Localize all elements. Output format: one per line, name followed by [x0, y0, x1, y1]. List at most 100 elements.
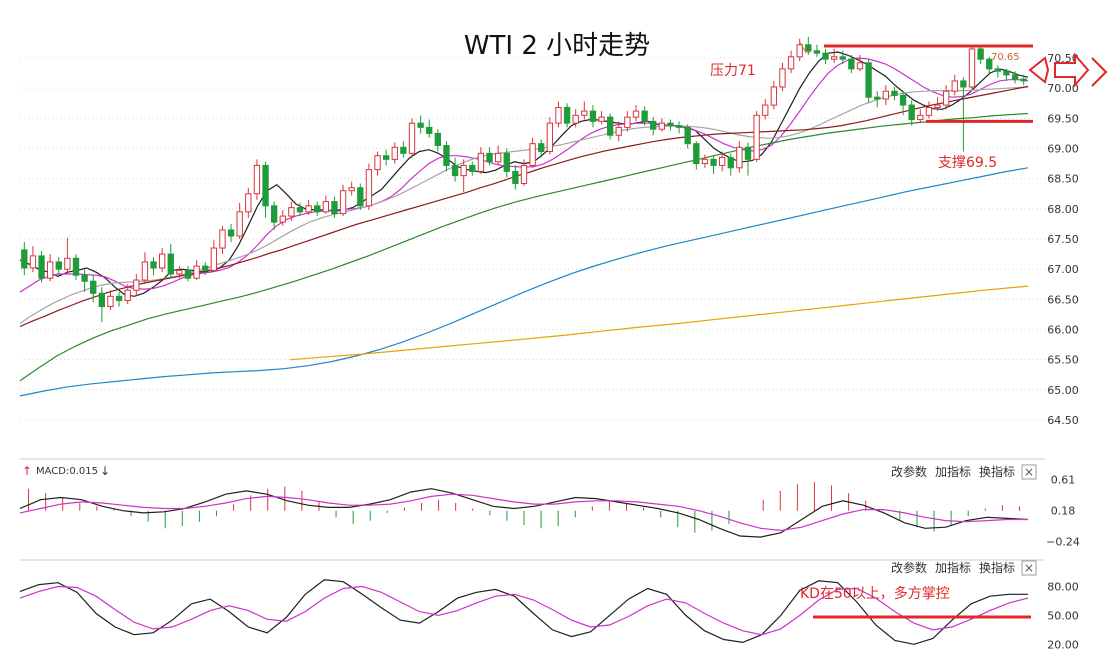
- y-tick-label: 68.50: [1047, 173, 1079, 186]
- candlestick: [753, 111, 760, 162]
- candlesticks: [21, 36, 1027, 323]
- switch-indicator-button[interactable]: 换指标: [979, 464, 1015, 479]
- candlestick: [572, 109, 579, 128]
- y-tick-label: 70.00: [1047, 82, 1079, 95]
- close-indicator-button[interactable]: ×: [1021, 464, 1037, 480]
- switch-indicator-button[interactable]: 换指标: [979, 560, 1015, 575]
- y-tick-label: 66.50: [1047, 293, 1079, 306]
- candlestick: [839, 50, 846, 65]
- candlestick: [951, 74, 958, 96]
- candlestick: [1020, 74, 1027, 86]
- candlestick: [115, 292, 123, 307]
- candlestick: [555, 101, 562, 128]
- candlestick: [960, 77, 967, 152]
- candlestick: [529, 137, 536, 168]
- candlestick: [348, 181, 355, 196]
- candlestick: [486, 147, 493, 166]
- candlestick: [64, 237, 71, 274]
- candlestick: [72, 254, 80, 281]
- candlestick: [408, 118, 416, 158]
- candlestick: [581, 101, 588, 120]
- y-tick-label: 67.50: [1047, 233, 1079, 246]
- candlestick: [1011, 71, 1019, 84]
- candlestick: [727, 153, 734, 176]
- y-tick-label: 67.00: [1047, 263, 1079, 276]
- kd-line: [19, 585, 1029, 636]
- add-indicator-button[interactable]: 加指标: [935, 464, 971, 479]
- y-tick-label: 65.50: [1047, 354, 1079, 367]
- candlestick: [908, 100, 915, 126]
- candlestick: [391, 142, 398, 164]
- candlestick: [374, 151, 381, 176]
- candlestick: [718, 151, 726, 172]
- candlestick: [942, 85, 950, 110]
- candlestick: [124, 284, 131, 305]
- candlestick: [503, 148, 510, 178]
- candlestick: [460, 159, 467, 192]
- y-tick-label: 64.50: [1047, 414, 1079, 427]
- candlestick: [606, 113, 614, 140]
- y-tick-label: 0.18: [1051, 505, 1076, 518]
- candlestick: [29, 246, 37, 273]
- candlestick: [141, 252, 149, 285]
- candlestick: [210, 240, 218, 273]
- candlestick: [986, 56, 993, 74]
- candlestick: [598, 111, 605, 125]
- candlestick: [184, 266, 192, 282]
- candlestick: [107, 290, 114, 311]
- candlestick: [38, 251, 45, 283]
- candlestick: [615, 121, 622, 142]
- candlestick: [262, 161, 269, 218]
- candlestick: [546, 117, 554, 155]
- candlestick: [400, 141, 407, 158]
- resistance-label: 压力71: [710, 63, 756, 79]
- candlestick: [21, 242, 28, 276]
- moving-average-line: [19, 85, 1029, 328]
- candlestick: [339, 184, 347, 217]
- adjust-params-button[interactable]: 改参数: [891, 560, 927, 575]
- candlestick: [994, 65, 1002, 78]
- main-gridlines: [20, 57, 1045, 421]
- moving-average-line: [19, 112, 1029, 382]
- candlestick: [98, 287, 106, 323]
- y-tick-label: 69.50: [1047, 112, 1079, 125]
- candlestick: [925, 101, 933, 119]
- candlestick: [563, 103, 571, 128]
- candlestick: [443, 141, 450, 172]
- candlestick: [469, 161, 476, 176]
- candlestick: [856, 54, 864, 72]
- candlestick: [917, 109, 924, 124]
- candlestick: [512, 165, 519, 190]
- y-tick-label: 66.00: [1047, 324, 1079, 337]
- candlestick: [417, 115, 424, 134]
- candlestick: [167, 243, 174, 279]
- candlestick: [693, 141, 700, 170]
- adjust-params-button[interactable]: 改参数: [891, 464, 927, 479]
- candlestick: [701, 154, 709, 168]
- candlestick: [624, 111, 631, 132]
- arrow-right-outline-icon[interactable]: [1028, 52, 1108, 88]
- main-price-panel: 70.50 70.00 69.50 69.00 68.50 68.00 67.50 67.00…: [19, 31, 1108, 427]
- moving-average-line: [19, 86, 1029, 324]
- close-indicator-button[interactable]: ×: [1021, 560, 1037, 576]
- close-icon: ×: [1024, 465, 1034, 479]
- candlestick: [227, 223, 235, 243]
- candlestick: [899, 91, 907, 116]
- support-label: 支撑69.5: [938, 155, 997, 171]
- candlestick: [813, 44, 821, 57]
- macd-down-arrow-icon: ↓: [100, 464, 110, 478]
- macd-value-label: MACD:0.015: [36, 466, 98, 477]
- candlestick: [658, 118, 666, 132]
- candlestick: [710, 155, 717, 174]
- add-indicator-button[interactable]: 加指标: [935, 560, 971, 575]
- y-tick-label: −0.24: [1046, 535, 1080, 548]
- candlestick: [891, 86, 898, 101]
- y-tick-label: 65.00: [1047, 384, 1079, 397]
- candlestick: [477, 147, 485, 174]
- candlestick: [968, 45, 976, 90]
- candlestick: [779, 62, 786, 92]
- candlestick: [736, 141, 743, 173]
- candlestick: [770, 80, 778, 110]
- candlestick: [641, 106, 648, 126]
